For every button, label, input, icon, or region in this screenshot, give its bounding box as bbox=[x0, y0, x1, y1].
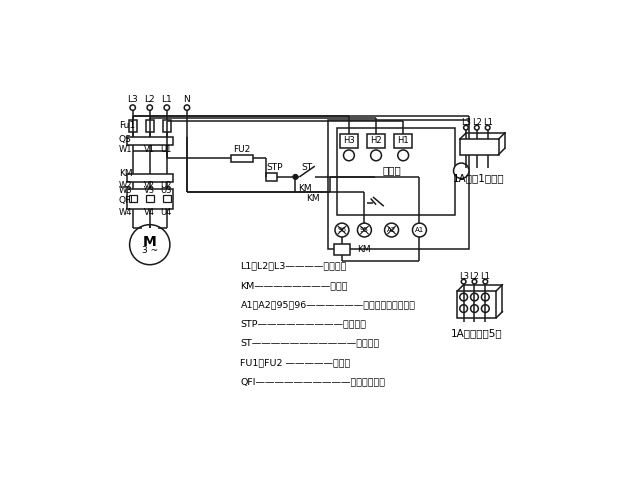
Text: N: N bbox=[184, 95, 190, 104]
Text: W1: W1 bbox=[119, 145, 132, 154]
Circle shape bbox=[472, 279, 477, 284]
Text: L1: L1 bbox=[481, 272, 490, 281]
Bar bbox=[129, 120, 136, 132]
Circle shape bbox=[385, 223, 399, 237]
Bar bbox=[460, 139, 499, 155]
Text: KM: KM bbox=[306, 194, 319, 203]
Text: L1: L1 bbox=[161, 95, 172, 104]
Text: QFI: QFI bbox=[119, 196, 134, 205]
Text: W3: W3 bbox=[119, 186, 132, 195]
Bar bbox=[334, 244, 349, 254]
Text: A1: A1 bbox=[415, 227, 424, 233]
Circle shape bbox=[293, 175, 298, 179]
Circle shape bbox=[358, 223, 371, 237]
Text: KM————————接触器: KM————————接触器 bbox=[241, 281, 348, 290]
Circle shape bbox=[130, 105, 136, 110]
Text: A1、A2、95、96——————保护器接线端子号码: A1、A2、95、96——————保护器接线端子号码 bbox=[241, 300, 415, 309]
Bar bbox=[394, 134, 412, 148]
Text: 保护器: 保护器 bbox=[383, 165, 402, 175]
Text: U4: U4 bbox=[161, 208, 172, 217]
Circle shape bbox=[474, 125, 479, 130]
Circle shape bbox=[461, 279, 466, 284]
Text: L3: L3 bbox=[127, 95, 138, 104]
Circle shape bbox=[412, 223, 426, 237]
Circle shape bbox=[481, 305, 489, 312]
Circle shape bbox=[481, 293, 489, 301]
Text: V4: V4 bbox=[143, 208, 154, 217]
Circle shape bbox=[454, 163, 469, 179]
Text: KM: KM bbox=[357, 245, 371, 254]
Bar bbox=[266, 173, 277, 181]
Text: H3: H3 bbox=[343, 136, 355, 145]
Circle shape bbox=[460, 293, 467, 301]
Circle shape bbox=[164, 105, 170, 110]
Bar bbox=[367, 134, 385, 148]
Text: V2: V2 bbox=[143, 181, 154, 190]
Bar bbox=[163, 195, 171, 202]
Text: L3: L3 bbox=[459, 272, 468, 281]
Circle shape bbox=[485, 125, 490, 130]
Text: 96: 96 bbox=[337, 227, 346, 233]
Circle shape bbox=[129, 225, 170, 264]
Text: FU2: FU2 bbox=[234, 145, 251, 154]
Circle shape bbox=[147, 105, 152, 110]
Circle shape bbox=[470, 305, 478, 312]
Circle shape bbox=[470, 293, 478, 301]
Text: 3 ~: 3 ~ bbox=[141, 247, 158, 255]
Text: FU1、FU2 —————熔断器: FU1、FU2 —————熔断器 bbox=[241, 358, 351, 367]
Text: 1A以下穿心5次: 1A以下穿心5次 bbox=[451, 328, 502, 338]
Text: U3: U3 bbox=[161, 186, 172, 195]
Text: KM: KM bbox=[119, 169, 132, 178]
Text: L1: L1 bbox=[483, 118, 493, 127]
Text: H1: H1 bbox=[397, 136, 409, 145]
Text: Fu1: Fu1 bbox=[119, 121, 135, 130]
Text: STP: STP bbox=[266, 163, 283, 172]
Bar bbox=[231, 155, 253, 162]
Text: H2: H2 bbox=[370, 136, 382, 145]
Text: A2: A2 bbox=[387, 227, 396, 233]
Circle shape bbox=[328, 175, 333, 179]
Bar bbox=[127, 137, 173, 145]
Circle shape bbox=[371, 150, 381, 161]
Text: KM: KM bbox=[298, 184, 312, 193]
Bar bbox=[337, 128, 455, 215]
Text: V3: V3 bbox=[143, 186, 155, 195]
Text: STP—————————停止按钮: STP—————————停止按钮 bbox=[241, 319, 367, 328]
Bar bbox=[458, 291, 496, 318]
Text: ST: ST bbox=[301, 163, 312, 172]
Circle shape bbox=[460, 305, 467, 312]
Circle shape bbox=[184, 105, 189, 110]
Text: L2: L2 bbox=[470, 272, 479, 281]
Circle shape bbox=[344, 150, 355, 161]
Circle shape bbox=[397, 150, 408, 161]
Text: L2: L2 bbox=[145, 95, 155, 104]
Bar bbox=[328, 120, 469, 250]
Text: U1: U1 bbox=[161, 145, 172, 154]
Text: W2: W2 bbox=[119, 181, 132, 190]
Text: W4: W4 bbox=[119, 208, 132, 217]
Circle shape bbox=[463, 125, 468, 130]
Text: QFI——————————电动机保护器: QFI——————————电动机保护器 bbox=[241, 377, 385, 386]
Text: L1、L2、L3————三相电源: L1、L2、L3————三相电源 bbox=[241, 262, 347, 271]
Text: QS: QS bbox=[119, 135, 131, 144]
Text: V1: V1 bbox=[143, 145, 154, 154]
Text: ST———————————启动按钮: ST———————————启动按钮 bbox=[241, 339, 380, 348]
Text: M: M bbox=[143, 235, 157, 249]
Text: L3: L3 bbox=[461, 118, 471, 127]
Bar bbox=[163, 120, 171, 132]
Bar bbox=[146, 195, 154, 202]
Bar bbox=[146, 120, 154, 132]
Bar bbox=[129, 195, 136, 202]
Text: 95: 95 bbox=[360, 227, 369, 233]
Bar bbox=[340, 134, 358, 148]
Circle shape bbox=[483, 279, 488, 284]
Text: L2: L2 bbox=[472, 118, 482, 127]
Circle shape bbox=[335, 223, 349, 237]
Text: U2: U2 bbox=[161, 181, 172, 190]
Bar bbox=[127, 174, 173, 182]
Text: 1A以上1次穿心: 1A以上1次穿心 bbox=[453, 173, 505, 183]
Bar bbox=[127, 189, 173, 209]
